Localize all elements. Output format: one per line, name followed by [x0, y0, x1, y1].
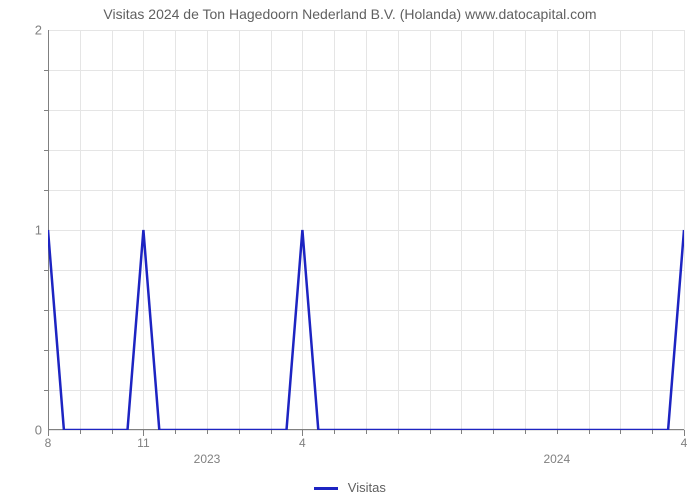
x-minor-tick	[112, 430, 113, 434]
x-tick-label: 4	[681, 436, 688, 450]
y-minor-tick	[44, 310, 48, 311]
x-minor-tick	[557, 430, 558, 434]
y-minor-tick	[44, 390, 48, 391]
y-tick-label: 0	[24, 423, 42, 438]
x-minor-tick	[207, 430, 208, 434]
legend-label: Visitas	[348, 480, 386, 495]
y-tick-label: 2	[24, 23, 42, 38]
x-minor-tick	[620, 430, 621, 434]
y-minor-tick	[44, 70, 48, 71]
x-minor-tick	[334, 430, 335, 434]
x-minor-tick	[80, 430, 81, 434]
series-line	[48, 30, 684, 430]
x-minor-tick	[461, 430, 462, 434]
x-minor-tick	[525, 430, 526, 434]
legend-swatch	[314, 487, 338, 490]
chart-plot-area	[48, 30, 684, 430]
y-tick-label: 1	[24, 223, 42, 238]
chart-title: Visitas 2024 de Ton Hagedoorn Nederland …	[0, 6, 700, 22]
x-minor-tick	[366, 430, 367, 434]
x-minor-tick	[271, 430, 272, 434]
x-minor-tick	[175, 430, 176, 434]
x-minor-tick	[493, 430, 494, 434]
y-minor-tick	[44, 150, 48, 151]
x-year-label: 2024	[543, 452, 570, 466]
x-minor-tick	[239, 430, 240, 434]
x-minor-tick	[589, 430, 590, 434]
x-minor-tick	[430, 430, 431, 434]
y-minor-tick	[44, 190, 48, 191]
y-minor-tick	[44, 110, 48, 111]
x-year-label: 2023	[194, 452, 221, 466]
x-tick-label: 8	[45, 436, 52, 450]
x-tick-label: 11	[137, 436, 149, 450]
x-tick-label: 4	[299, 436, 306, 450]
chart-legend: Visitas	[0, 480, 700, 495]
gridline-vertical	[684, 30, 685, 430]
x-minor-tick	[652, 430, 653, 434]
x-minor-tick	[398, 430, 399, 434]
y-minor-tick	[44, 270, 48, 271]
y-minor-tick	[44, 350, 48, 351]
